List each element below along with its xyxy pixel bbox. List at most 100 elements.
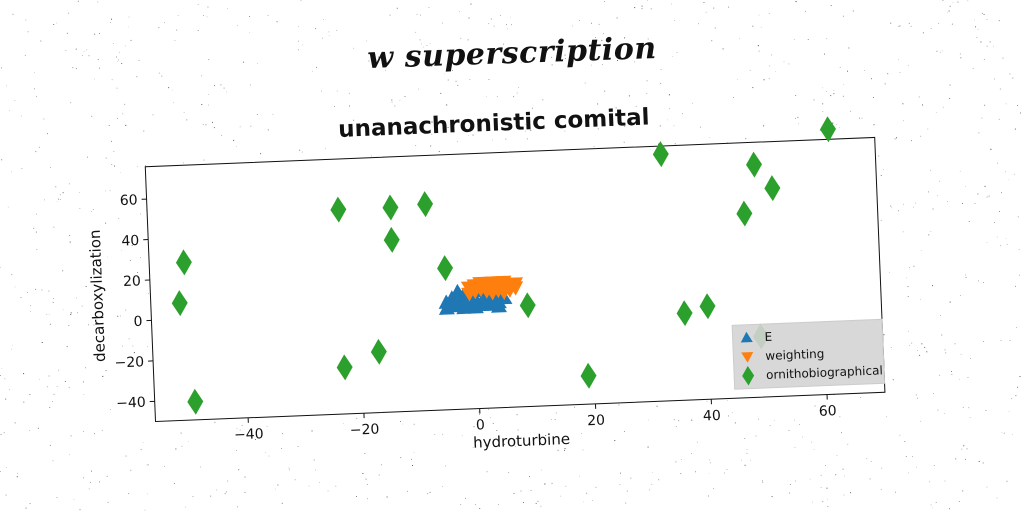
speckle-dot xyxy=(378,474,380,476)
speckle-dot xyxy=(935,502,937,503)
speckle-dot xyxy=(535,502,537,504)
series-1-point xyxy=(507,277,524,292)
speckle-dot xyxy=(35,288,37,290)
speckle-dot xyxy=(827,498,828,500)
speckle-dot xyxy=(887,73,889,75)
legend-box xyxy=(731,318,886,390)
speckle-dot xyxy=(983,14,985,15)
speckle-dot xyxy=(920,250,922,251)
speckle-dot xyxy=(4,378,6,380)
speckle-dot xyxy=(249,84,251,86)
speckle-dot xyxy=(70,435,72,437)
speckle-dot xyxy=(440,92,442,94)
speckle-dot xyxy=(507,28,508,30)
speckle-dot xyxy=(994,222,995,223)
speckle-dot xyxy=(836,455,838,456)
speckle-dot xyxy=(56,22,57,24)
speckle-dot xyxy=(177,15,179,16)
speckle-dot xyxy=(843,494,845,496)
speckle-dot xyxy=(972,68,974,69)
speckle-dot xyxy=(44,199,45,201)
speckle-dot xyxy=(223,87,225,89)
speckle-dot xyxy=(56,201,58,202)
speckle-dot xyxy=(949,301,951,303)
speckle-dot xyxy=(912,456,913,457)
speckle-dot xyxy=(113,43,114,44)
speckle-dot xyxy=(960,354,962,355)
speckle-dot xyxy=(822,501,824,503)
speckle-dot xyxy=(909,345,910,346)
speckle-dot xyxy=(227,8,228,9)
speckle-dot xyxy=(1020,112,1021,114)
speckle-dot xyxy=(1019,274,1020,276)
speckle-dot xyxy=(308,485,310,487)
speckle-dot xyxy=(77,0,79,2)
speckle-dot xyxy=(407,490,408,492)
series-2-point xyxy=(437,255,454,282)
speckle-dot xyxy=(942,106,944,108)
speckle-dot xyxy=(66,32,68,34)
speckle-dot xyxy=(1015,285,1016,287)
speckle-dot xyxy=(650,8,652,10)
speckle-dot xyxy=(185,506,186,508)
speckle-dot xyxy=(827,506,829,507)
speckle-dot xyxy=(29,430,30,431)
series-2-point xyxy=(736,200,753,227)
speckle-dot xyxy=(616,17,618,19)
speckle-dot xyxy=(744,464,746,466)
series-1-point xyxy=(495,285,512,301)
speckle-dot xyxy=(769,65,770,67)
scatter-chart: unanachronistic comital −40 −20 0 20 40 60 −4… xyxy=(86,104,886,452)
speckle-dot xyxy=(68,12,70,14)
speckle-dot xyxy=(315,469,316,471)
speckle-dot xyxy=(870,461,872,462)
speckle-dot xyxy=(705,11,707,13)
speckle-dot xyxy=(197,4,199,5)
speckle-dot xyxy=(510,16,511,18)
speckle-dot xyxy=(968,221,970,222)
speckle-dot xyxy=(29,394,31,395)
speckle-dot xyxy=(604,1,605,2)
speckle-dot xyxy=(939,374,941,376)
speckle-dot xyxy=(1009,73,1011,75)
speckle-dot xyxy=(328,31,330,33)
speckle-dot xyxy=(983,282,984,284)
speckle-dot xyxy=(428,7,430,8)
speckle-dot xyxy=(958,501,960,502)
speckle-dot xyxy=(420,14,421,16)
speckle-dot xyxy=(935,112,937,113)
speckle-dot xyxy=(367,498,368,500)
speckle-dot xyxy=(500,15,501,16)
speckle-dot xyxy=(323,19,324,20)
speckle-dot xyxy=(298,40,299,42)
speckle-dot xyxy=(994,78,995,80)
speckle-dot xyxy=(978,132,980,134)
speckle-dot xyxy=(916,466,917,468)
speckle-dot xyxy=(983,341,985,342)
speckle-dot xyxy=(11,348,12,350)
speckle-dot xyxy=(937,195,939,196)
speckle-dot xyxy=(999,211,1000,212)
speckle-dot xyxy=(768,78,770,80)
speckle-dot xyxy=(1,159,3,161)
speckle-dot xyxy=(737,79,738,80)
speckle-dot xyxy=(116,87,118,89)
speckle-dot xyxy=(592,500,594,501)
data-markers xyxy=(171,116,836,415)
speckle-dot xyxy=(412,465,413,466)
speckle-dot xyxy=(69,454,70,455)
speckle-dot xyxy=(176,29,178,31)
speckle-dot xyxy=(469,79,471,80)
speckle-dot xyxy=(404,96,406,97)
speckle-dot xyxy=(906,277,907,279)
speckle-dot xyxy=(76,297,77,299)
speckle-dot xyxy=(646,80,648,82)
speckle-dot xyxy=(1005,103,1007,105)
speckle-dot xyxy=(598,23,600,25)
y-tick-label: 60 xyxy=(119,192,137,209)
series-0-point xyxy=(456,295,473,311)
speckle-dot xyxy=(128,493,130,495)
speckle-dot xyxy=(959,379,960,380)
